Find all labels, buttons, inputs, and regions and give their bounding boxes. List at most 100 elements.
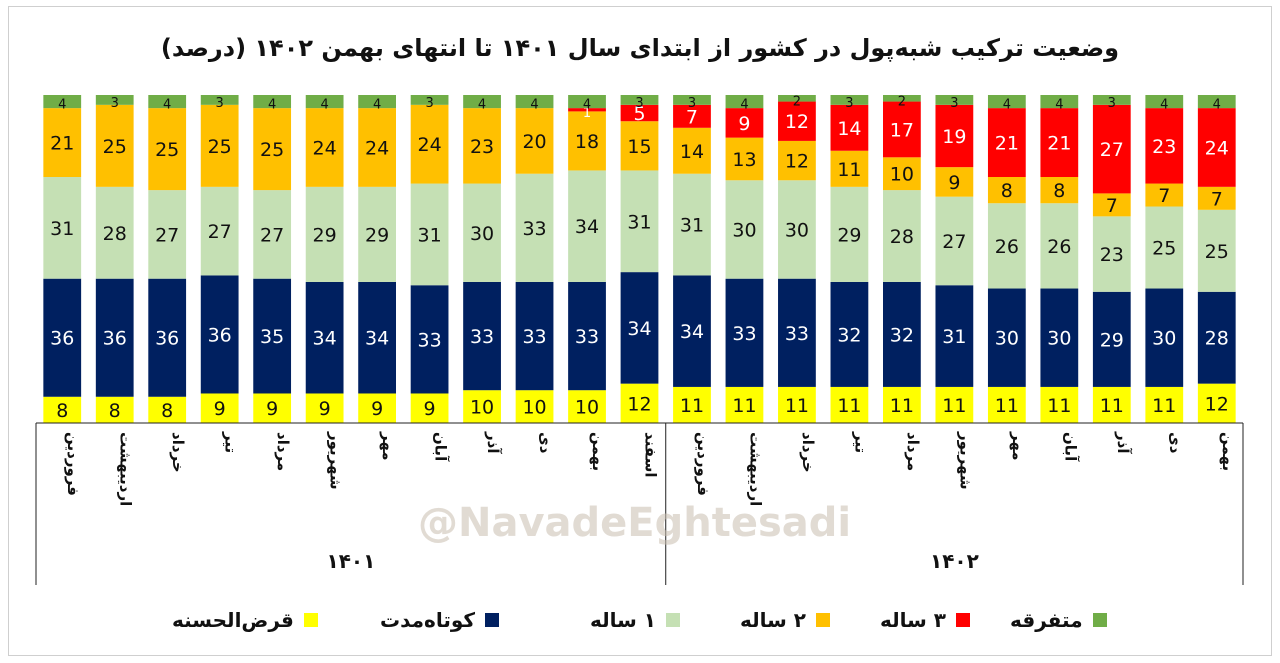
bar-segment bbox=[43, 177, 82, 279]
bar-segment bbox=[620, 170, 659, 273]
bar-segment bbox=[673, 173, 711, 276]
data-label: 36 bbox=[208, 324, 232, 346]
data-label: 21 bbox=[995, 133, 1019, 155]
chart-title: وضعیت ترکیب شبه‌پول در کشور از ابتدای سا… bbox=[160, 34, 1120, 62]
data-label: 11 bbox=[732, 395, 756, 417]
bar-segment bbox=[95, 104, 134, 187]
bar-segment bbox=[253, 393, 292, 423]
bar-segment bbox=[305, 108, 344, 187]
x-tick-label: دی bbox=[537, 432, 555, 454]
bar-segment bbox=[725, 386, 764, 423]
legend-item: ۱ ساله bbox=[590, 608, 680, 632]
bar-segment bbox=[725, 95, 764, 109]
bar-segment bbox=[410, 285, 449, 394]
bar-segment bbox=[410, 183, 449, 286]
data-label: 28 bbox=[103, 223, 127, 245]
bar-segment bbox=[253, 190, 292, 279]
legend-item: ۲ ساله bbox=[740, 608, 830, 632]
bar-segment bbox=[935, 386, 974, 423]
bar-segment bbox=[95, 278, 134, 397]
bar-segment bbox=[148, 190, 187, 279]
bar-segment bbox=[200, 186, 239, 276]
data-label: 8 bbox=[1001, 180, 1013, 202]
data-label: 9 bbox=[738, 113, 750, 135]
bar-segment bbox=[935, 95, 974, 105]
data-label: 14 bbox=[680, 141, 704, 163]
data-label: 3 bbox=[845, 96, 853, 111]
data-label: 2 bbox=[898, 94, 906, 109]
data-label: 3 bbox=[635, 96, 643, 111]
bar-segment bbox=[1092, 193, 1131, 217]
data-label: 4 bbox=[1213, 98, 1221, 113]
data-label: 30 bbox=[785, 219, 809, 241]
bar-segment bbox=[935, 285, 974, 387]
x-tick-label: خرداد bbox=[169, 432, 187, 473]
bar-segment bbox=[463, 95, 501, 109]
bar-segment bbox=[1092, 104, 1131, 194]
legend-swatch bbox=[956, 613, 970, 627]
bar-segment bbox=[463, 183, 501, 282]
legend-swatch bbox=[303, 613, 318, 627]
data-label: 14 bbox=[837, 118, 861, 140]
data-label: 15 bbox=[627, 136, 651, 158]
data-label: 28 bbox=[1205, 328, 1229, 350]
legend-label: کوتاه‌مدت bbox=[380, 608, 476, 632]
bar-segment bbox=[778, 101, 816, 141]
data-label: 32 bbox=[890, 324, 914, 346]
data-label: 36 bbox=[103, 328, 127, 350]
legend-label: ۱ ساله bbox=[590, 608, 656, 632]
bar-segment bbox=[200, 393, 239, 423]
bar-segment bbox=[568, 108, 606, 112]
bar-segment bbox=[830, 281, 869, 387]
bar-segment bbox=[1145, 288, 1184, 387]
data-label: 8 bbox=[161, 400, 173, 422]
data-label: 24 bbox=[313, 137, 337, 159]
legend-swatch bbox=[816, 613, 830, 627]
bar-segment bbox=[620, 383, 659, 423]
bar-segment bbox=[200, 275, 239, 394]
bar-segment bbox=[883, 95, 921, 102]
watermark-text: @NavadeEghtesadi bbox=[418, 500, 852, 546]
data-label: 4 bbox=[530, 98, 538, 113]
bar-segment bbox=[568, 95, 606, 109]
bar-segment bbox=[1092, 216, 1131, 292]
bar-segment bbox=[1092, 386, 1131, 423]
bar-segment bbox=[305, 95, 344, 109]
bar-segment bbox=[987, 203, 1026, 289]
bar-segment bbox=[358, 95, 396, 109]
bar-segment bbox=[883, 101, 921, 158]
bar-segment bbox=[1040, 386, 1079, 423]
bar-segment bbox=[148, 396, 187, 423]
data-label: 8 bbox=[56, 400, 68, 422]
data-label: 27 bbox=[942, 231, 966, 253]
bar-segment bbox=[883, 386, 921, 423]
data-label: 31 bbox=[417, 224, 441, 246]
data-label: 19 bbox=[942, 126, 966, 148]
data-label: 33 bbox=[522, 218, 546, 240]
x-tick-label: تیر bbox=[222, 431, 240, 453]
data-label: 24 bbox=[417, 134, 441, 156]
bar-segment bbox=[515, 390, 554, 423]
bar-segment bbox=[148, 278, 187, 397]
bar-segment bbox=[1145, 183, 1184, 207]
data-label: 12 bbox=[627, 393, 651, 415]
legend-item: کوتاه‌مدت bbox=[380, 608, 500, 632]
bar-segment bbox=[883, 157, 921, 191]
data-label: 21 bbox=[1047, 133, 1071, 155]
data-label: 11 bbox=[785, 395, 809, 417]
bar-segment bbox=[1040, 177, 1079, 204]
data-label: 4 bbox=[583, 98, 591, 113]
bar-segment bbox=[673, 275, 711, 387]
bar-segment bbox=[778, 180, 816, 279]
bar-segment bbox=[673, 95, 711, 105]
bar-segment bbox=[200, 95, 239, 105]
x-tick-label: مهر bbox=[1009, 431, 1027, 461]
bar-segment bbox=[43, 278, 82, 397]
bar-segment bbox=[1145, 108, 1184, 184]
data-label: 10 bbox=[575, 397, 599, 419]
bar-segment bbox=[253, 278, 292, 394]
data-label: 33 bbox=[417, 329, 441, 351]
data-label: 28 bbox=[890, 226, 914, 248]
bar-segment bbox=[778, 140, 816, 181]
data-label: 11 bbox=[995, 395, 1019, 417]
